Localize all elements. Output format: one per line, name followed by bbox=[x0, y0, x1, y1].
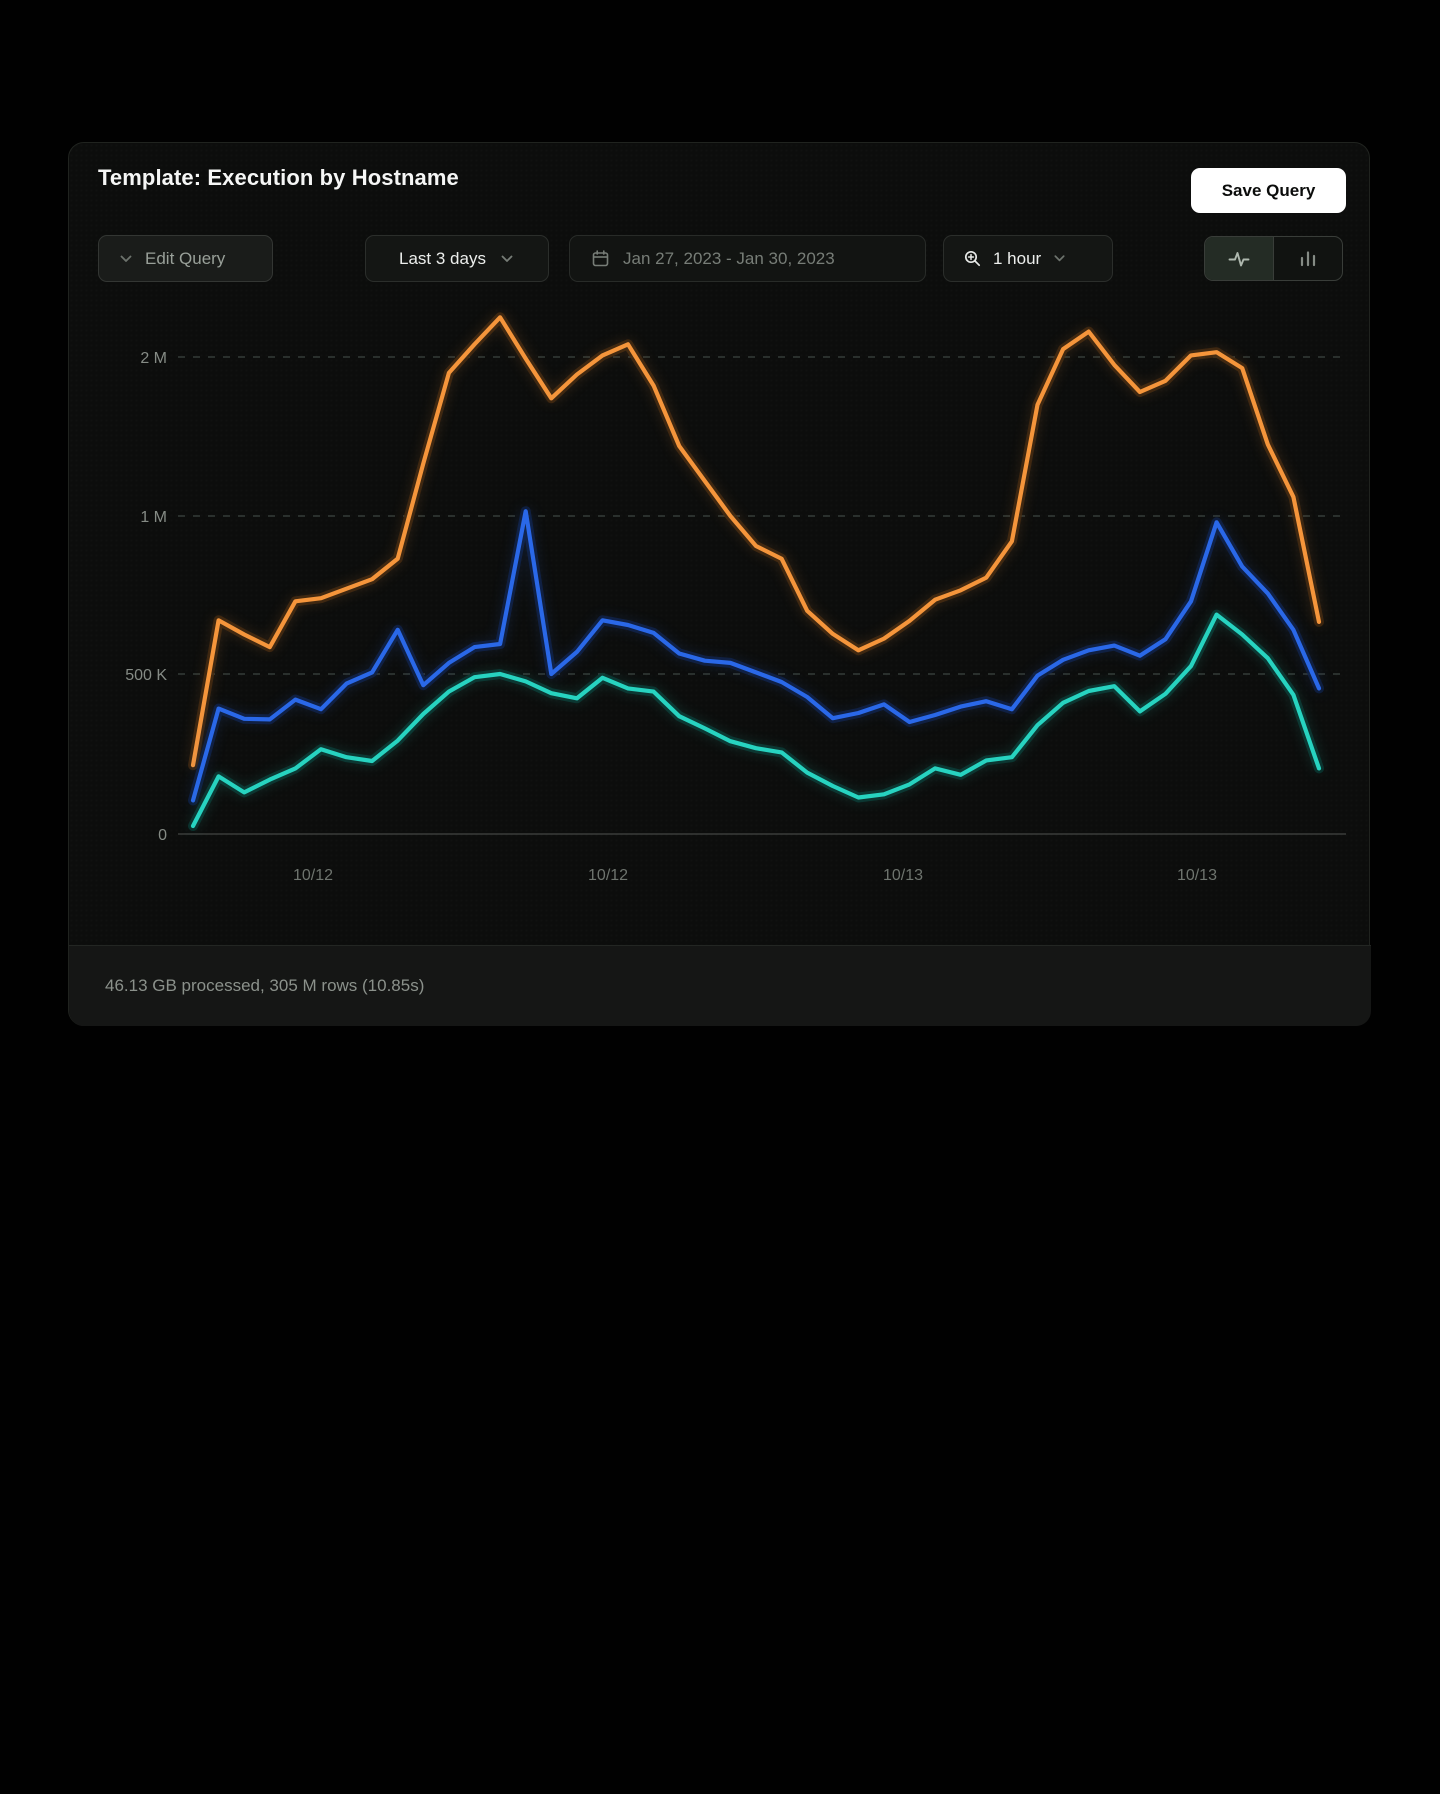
bar-chart-icon bbox=[1296, 247, 1320, 271]
edit-query-label: Edit Query bbox=[145, 248, 226, 268]
date-range-picker[interactable]: Jan 27, 2023 - Jan 30, 2023 bbox=[569, 235, 926, 282]
series-blue-line bbox=[190, 509, 1322, 803]
y-axis-tick-label: 0 bbox=[158, 827, 167, 844]
save-query-button[interactable]: Save Query bbox=[1191, 168, 1346, 213]
time-range-label: Last 3 days bbox=[399, 248, 486, 268]
chevron-down-icon bbox=[1052, 251, 1067, 266]
chevron-down-icon bbox=[118, 251, 134, 267]
series-orange-halo bbox=[188, 312, 1324, 771]
y-axis-tick-label: 500 K bbox=[125, 667, 167, 684]
x-axis-tick-label: 10/13 bbox=[1177, 867, 1217, 884]
x-axis-tick-label: 10/12 bbox=[588, 867, 628, 884]
query-stats-text: 46.13 GB processed, 305 M rows (10.85s) bbox=[105, 976, 425, 995]
chevron-down-icon bbox=[499, 251, 515, 267]
line-view-toggle[interactable] bbox=[1205, 237, 1274, 280]
time-range-dropdown[interactable]: Last 3 days bbox=[365, 235, 549, 282]
series-orange-line bbox=[190, 315, 1322, 768]
granularity-label: 1 hour bbox=[993, 248, 1042, 268]
query-card: Template: Execution by Hostname Save Que… bbox=[68, 142, 1371, 1026]
query-stats-bar: 46.13 GB processed, 305 M rows (10.85s) bbox=[69, 945, 1371, 1026]
chart-view-toggle bbox=[1204, 236, 1343, 281]
bar-view-toggle[interactable] bbox=[1274, 237, 1342, 280]
date-range-label: Jan 27, 2023 - Jan 30, 2023 bbox=[623, 248, 835, 268]
y-axis-tick-label: 2 M bbox=[140, 350, 167, 367]
granularity-dropdown[interactable]: 1 hour bbox=[943, 235, 1113, 282]
activity-pulse-icon bbox=[1227, 247, 1251, 271]
series-blue-halo bbox=[188, 506, 1324, 806]
series-teal-halo bbox=[188, 609, 1324, 831]
page-title: Template: Execution by Hostname bbox=[98, 165, 459, 190]
edit-query-button[interactable]: Edit Query bbox=[98, 235, 273, 282]
save-query-label: Save Query bbox=[1221, 180, 1316, 200]
calendar-icon bbox=[591, 249, 610, 268]
zoom-in-icon bbox=[963, 249, 982, 268]
y-axis-tick-label: 1 M bbox=[140, 509, 167, 526]
x-axis-tick-label: 10/13 bbox=[883, 867, 923, 884]
series-teal-line bbox=[190, 612, 1322, 829]
x-axis-tick-label: 10/12 bbox=[293, 867, 333, 884]
